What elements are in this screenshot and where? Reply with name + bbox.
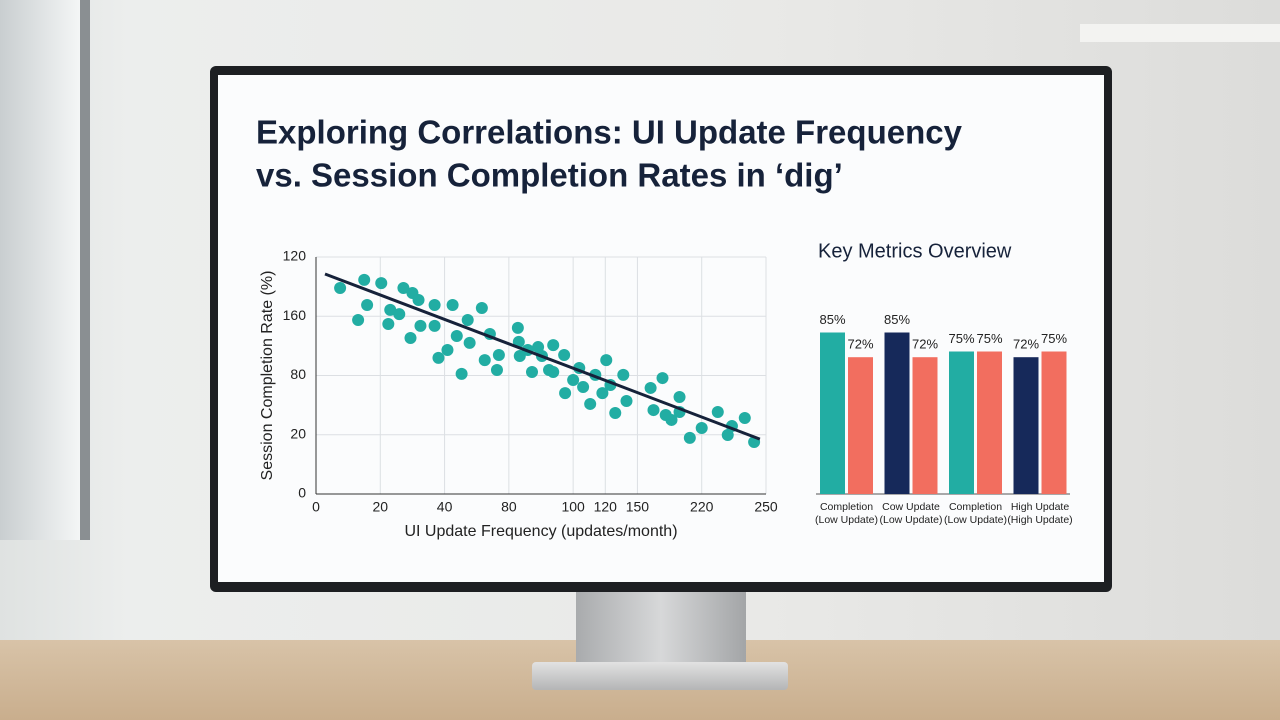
scatter-point	[358, 273, 371, 286]
title-line: Exploring Correlations: UI Update Freque…	[256, 114, 963, 151]
y-tick-label: 80	[290, 366, 306, 382]
scatter-point	[577, 380, 590, 393]
scatter-point	[647, 404, 660, 417]
scatter-point	[620, 394, 633, 407]
scatter-point	[361, 298, 374, 311]
scatter-point	[492, 348, 505, 361]
scatter-point	[526, 365, 538, 378]
scatter-point	[683, 431, 696, 444]
scatter-point	[393, 308, 406, 321]
bar-value-label: 75%	[1041, 331, 1067, 346]
scatter-point	[384, 303, 397, 316]
scatter-point	[446, 298, 459, 311]
x-tick-label: (Low Update)	[815, 514, 878, 526]
scatter-point	[584, 397, 597, 410]
bar-value-label: 75%	[976, 331, 1002, 346]
scatter-point	[404, 331, 417, 344]
scatter-point	[673, 391, 686, 404]
ceiling-light	[1080, 24, 1280, 42]
scatter-point	[547, 365, 560, 378]
scatter-point	[511, 321, 524, 334]
bar-value-label: 72%	[847, 337, 873, 352]
scatter-point	[441, 344, 454, 357]
scatter-point	[432, 351, 445, 364]
scatter-point	[567, 374, 580, 387]
scatter-point	[352, 314, 365, 327]
bar	[1013, 357, 1039, 494]
y-tick-label: 20	[290, 425, 306, 441]
bar-value-label: 72%	[912, 337, 938, 352]
x-tick-label: (Low Update)	[944, 514, 1007, 526]
monitor-stand	[576, 590, 746, 670]
x-tick-label: 120	[594, 499, 618, 515]
bar	[1041, 351, 1067, 494]
screen-surface	[218, 75, 1104, 582]
x-tick-label: 250	[754, 499, 778, 515]
scatter-point	[428, 319, 441, 332]
scatter-point	[547, 339, 560, 352]
scatter-point	[609, 407, 622, 420]
x-tick-label: 150	[626, 499, 650, 515]
y-tick-label: 120	[283, 248, 307, 264]
bar-value-label: 75%	[948, 331, 974, 346]
y-axis-label: Session Completion Rate (%)	[259, 271, 276, 481]
y-tick-label: 160	[283, 307, 307, 323]
x-axis-label: UI Update Frequency (updates/month)	[404, 523, 677, 540]
scatter-point	[558, 348, 571, 361]
x-tick-label: 0	[312, 499, 320, 515]
scatter-point	[455, 367, 468, 380]
x-tick-label: High Update	[1011, 501, 1070, 513]
x-tick-label: 40	[437, 499, 453, 515]
x-tick-label: Cow Update	[882, 501, 940, 513]
bar	[820, 332, 845, 494]
x-tick-label: 20	[372, 499, 388, 515]
chart-title: Key Metrics Overview	[818, 240, 1012, 262]
scatter-point	[721, 428, 734, 441]
scatter-point	[738, 411, 751, 424]
monitor-base	[532, 662, 788, 690]
scatter-point	[412, 294, 425, 307]
bar-value-label: 72%	[1013, 337, 1039, 352]
scatter-point	[711, 406, 724, 419]
bar	[949, 351, 974, 494]
scatter-point	[334, 282, 347, 295]
scatter-point	[490, 363, 503, 376]
bar-value-label: 85%	[819, 312, 845, 327]
scatter-point	[600, 354, 613, 367]
window	[0, 0, 90, 540]
scatter-point	[475, 301, 488, 314]
scatter-point	[656, 372, 669, 385]
scatter-point	[414, 319, 427, 332]
title-line: vs. Session Completion Rates in ‘dig’	[256, 157, 843, 194]
scatter-point	[397, 282, 410, 295]
bar-value-label: 85%	[884, 312, 910, 327]
scatter-point	[665, 413, 678, 426]
scatter-point	[695, 422, 708, 435]
scatter-point	[644, 381, 657, 394]
scatter-point	[428, 298, 441, 311]
scatter-point	[478, 354, 491, 367]
screen: Exploring Correlations: UI Update Freque…	[218, 75, 1104, 582]
x-tick-label: 80	[501, 499, 517, 515]
x-tick-label: Completion	[949, 501, 1002, 513]
scatter-point	[450, 330, 463, 342]
x-tick-label: (High Update)	[1007, 514, 1072, 526]
x-tick-label: Completion	[820, 501, 873, 513]
x-tick-label: 220	[690, 499, 714, 515]
scatter-point	[461, 314, 474, 327]
bar	[977, 351, 1002, 494]
bar	[884, 332, 910, 494]
bar	[848, 357, 873, 494]
scatter-point	[559, 387, 572, 400]
scatter-point	[463, 336, 476, 349]
scatter-point	[375, 277, 388, 290]
x-tick-label: (Low Update)	[879, 514, 942, 526]
bar	[912, 357, 938, 494]
scatter-point	[617, 368, 630, 381]
scatter-point	[596, 387, 609, 400]
y-tick-label: 0	[298, 485, 306, 501]
trend-line	[324, 272, 761, 441]
x-tick-label: 100	[561, 499, 585, 515]
scatter-point	[382, 317, 395, 330]
